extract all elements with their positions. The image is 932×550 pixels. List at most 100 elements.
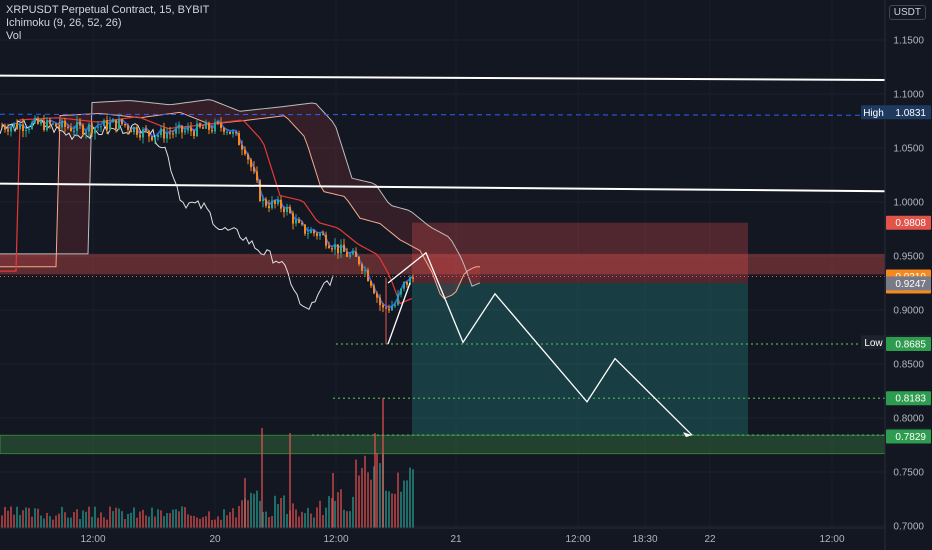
volume-bar [374, 433, 376, 528]
x-tick-label: 20 [209, 534, 221, 545]
candle-body [352, 251, 354, 255]
candle-body [148, 130, 150, 137]
candle-body [4, 126, 6, 130]
candle-body [73, 130, 75, 132]
volume-bar [241, 500, 243, 528]
candle-body [169, 133, 171, 135]
candle-body [46, 120, 48, 131]
volume-bar [355, 459, 357, 528]
volume-bar [256, 490, 258, 528]
candle-body [118, 119, 120, 130]
candle-body [349, 254, 351, 257]
candle-body [43, 120, 45, 131]
volume-bar [160, 510, 162, 528]
volume-bar [376, 453, 378, 528]
candle-body [208, 122, 210, 130]
volume-bar [412, 469, 414, 528]
candle-body [250, 159, 252, 168]
time-axis: 12:00 20 12:00 21 12:00 18:30 22 12:00 [0, 527, 885, 545]
candle-body [10, 126, 12, 132]
candle-body [55, 123, 57, 127]
volume-bar [367, 472, 369, 528]
volume-bar [325, 507, 327, 528]
senkou-b [0, 99, 481, 287]
candle-body [178, 125, 180, 129]
volume-bar [205, 516, 207, 528]
volume-bar [178, 511, 180, 528]
candle-body [394, 304, 396, 307]
candle-body [172, 133, 174, 135]
price-tag-bg [886, 429, 931, 444]
candle-body [25, 129, 27, 131]
volume-bar [328, 496, 330, 528]
candle-body [355, 251, 357, 257]
candle-body [370, 281, 372, 286]
volume-bar [397, 472, 399, 528]
price-tag-bg [886, 215, 931, 230]
candle-body [364, 269, 366, 271]
volume-bar [163, 516, 165, 528]
volume-bar [409, 467, 411, 528]
ichimoku-cloud [0, 99, 481, 299]
volume-bar [187, 514, 189, 528]
volume-bar [265, 511, 267, 528]
chikou-line [0, 118, 334, 311]
volume-bar [394, 493, 396, 528]
x-tick-label: 12:00 [819, 534, 844, 545]
volume-bar [79, 519, 81, 528]
candle-body [325, 234, 327, 246]
candle-body [97, 126, 99, 128]
volume-bar [175, 509, 177, 528]
candle-body [253, 167, 255, 172]
volume-bar [82, 510, 84, 528]
candle-body [214, 122, 216, 132]
candle-body [160, 128, 162, 135]
volume-bar [13, 514, 15, 528]
volume-bar [352, 496, 354, 528]
volume-bar [238, 506, 240, 528]
volume-bar [139, 511, 141, 528]
candle-body [406, 281, 408, 285]
volume-bar [193, 515, 195, 528]
candle-body [376, 293, 378, 298]
volume-bar [40, 515, 42, 528]
volume-bar [244, 478, 246, 528]
price-tag: 0.9808 [886, 215, 931, 230]
candle-body [109, 122, 111, 130]
candle-body [142, 129, 144, 138]
volume-bar [109, 506, 111, 528]
volume-bar [232, 508, 234, 528]
candle-body [115, 119, 117, 130]
volume-legend: Vol [6, 30, 22, 42]
price-tags: High1.08310.98080.931002:470.9247Low0.87… [861, 105, 931, 444]
candle-body [304, 224, 306, 234]
projection-arrow [683, 432, 692, 438]
candle-body [100, 126, 102, 128]
candle-body [157, 134, 159, 138]
volume-bar [190, 515, 192, 528]
senkou-a [0, 111, 480, 299]
x-tick-label: 18:30 [632, 534, 657, 545]
y-tick-label: 1.1000 [893, 90, 924, 101]
candle-body [88, 124, 90, 132]
price-tag-label: High [863, 108, 884, 119]
candle-body [322, 233, 324, 235]
volume-bar [235, 517, 237, 528]
candle-body [223, 127, 225, 132]
volume-bar [379, 463, 381, 528]
candle-body [259, 180, 261, 202]
candle-body [361, 264, 363, 271]
volume-bar [154, 516, 156, 528]
currency-button[interactable]: USDT [888, 5, 926, 20]
volume-bar [1, 515, 3, 528]
candle-body [343, 244, 345, 252]
volume-bar [286, 513, 288, 528]
volume-bar [61, 506, 63, 528]
candle-body [319, 233, 321, 237]
volume-bar [142, 509, 144, 528]
volume-bar [229, 512, 231, 528]
candle-body [145, 129, 147, 131]
volume-bar [343, 509, 345, 528]
candle-body [139, 134, 141, 138]
